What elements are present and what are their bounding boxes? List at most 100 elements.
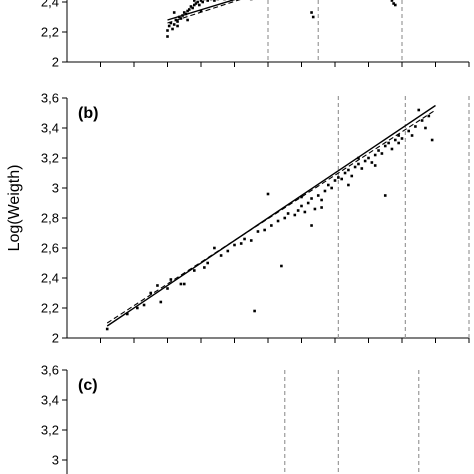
y-tick-label: 2 <box>52 331 59 346</box>
data-point <box>431 139 434 142</box>
data-point <box>243 238 246 241</box>
data-point <box>149 292 152 295</box>
data-point <box>347 169 350 172</box>
data-point <box>173 11 176 14</box>
data-point <box>186 19 189 22</box>
data-point <box>310 197 313 200</box>
data-point <box>166 29 169 32</box>
data-point <box>257 230 260 233</box>
data-point <box>367 157 370 160</box>
data-point <box>310 224 313 227</box>
panel-label: (c) <box>78 377 98 394</box>
data-point <box>233 244 236 247</box>
data-point <box>300 205 303 208</box>
data-point <box>407 130 410 133</box>
data-point <box>354 166 357 169</box>
y-tick-label: 2,6 <box>41 241 59 256</box>
data-point <box>183 283 186 286</box>
data-point <box>280 265 283 268</box>
data-point <box>312 16 315 19</box>
data-point <box>220 254 223 257</box>
data-point <box>213 0 216 2</box>
panel-a: 2,4 2,2 2 <box>41 0 469 70</box>
data-point <box>374 164 377 167</box>
data-point <box>424 127 427 130</box>
data-point <box>253 310 256 313</box>
y-tick-label: 3 <box>52 453 59 468</box>
data-point <box>198 4 201 7</box>
y-tick-label: 3,2 <box>41 423 59 438</box>
data-point <box>191 7 194 10</box>
data-point <box>394 139 397 142</box>
data-point <box>270 224 273 227</box>
data-point <box>160 301 163 304</box>
panel-label: (b) <box>78 105 98 122</box>
data-point <box>188 8 191 11</box>
data-point <box>201 1 204 4</box>
y-tick-label: 2,4 <box>41 271 59 286</box>
data-point <box>401 137 404 140</box>
data-point <box>337 176 340 179</box>
data-point <box>193 0 196 2</box>
data-point <box>203 266 206 269</box>
data-point <box>417 109 420 112</box>
data-point <box>227 250 230 253</box>
y-tick-label: 2,8 <box>41 211 59 226</box>
data-point <box>287 212 290 215</box>
data-point <box>411 134 414 137</box>
data-point <box>173 23 176 26</box>
y-tick-label: 3,4 <box>41 393 59 408</box>
data-point <box>176 25 179 28</box>
data-point <box>414 125 417 128</box>
data-point <box>421 119 424 122</box>
data-point <box>156 284 159 287</box>
data-point <box>317 194 320 197</box>
data-point <box>206 262 209 265</box>
data-point <box>166 287 169 290</box>
data-point <box>384 194 387 197</box>
data-point <box>171 28 174 31</box>
y-tick-label: 3,6 <box>41 91 59 106</box>
data-point <box>250 239 253 242</box>
y-tick-label: 3,6 <box>41 363 59 378</box>
data-point <box>310 11 313 14</box>
data-point <box>196 1 199 4</box>
y-tick-label: 3 <box>52 181 59 196</box>
data-point <box>381 152 384 155</box>
data-point <box>334 179 337 182</box>
data-point <box>263 229 266 232</box>
y-tick-label: 3,2 <box>41 151 59 166</box>
data-point <box>168 25 171 28</box>
y-tick-label: 2 <box>52 55 59 70</box>
data-point <box>143 304 146 307</box>
data-point <box>307 202 310 205</box>
data-point <box>344 172 347 175</box>
data-point <box>304 211 307 214</box>
data-point <box>391 148 394 151</box>
data-point <box>294 214 297 217</box>
data-point <box>394 4 397 7</box>
data-point <box>240 242 243 245</box>
fit-line-solid <box>107 106 435 327</box>
y-tick-label: 3,4 <box>41 121 59 136</box>
data-point <box>180 283 183 286</box>
data-point <box>277 220 280 223</box>
data-point <box>213 247 216 250</box>
data-point <box>428 115 431 118</box>
data-point <box>206 0 209 2</box>
data-point <box>357 163 360 166</box>
y-tick-label: 2,4 <box>41 0 59 10</box>
data-point <box>361 167 364 170</box>
y-tick-label: 2,2 <box>41 25 59 40</box>
data-point <box>283 217 286 220</box>
y-axis-title: Log(Weigth) <box>6 165 23 252</box>
data-point <box>397 142 400 145</box>
data-point <box>371 161 374 164</box>
data-point <box>364 160 367 163</box>
data-point <box>193 269 196 272</box>
data-point <box>330 187 333 190</box>
data-point <box>387 142 390 145</box>
data-point <box>314 208 317 211</box>
panel-b: 3,6 3,4 3,2 3 2,8 2,6 2,4 2,2 2 (b) <box>41 91 469 346</box>
